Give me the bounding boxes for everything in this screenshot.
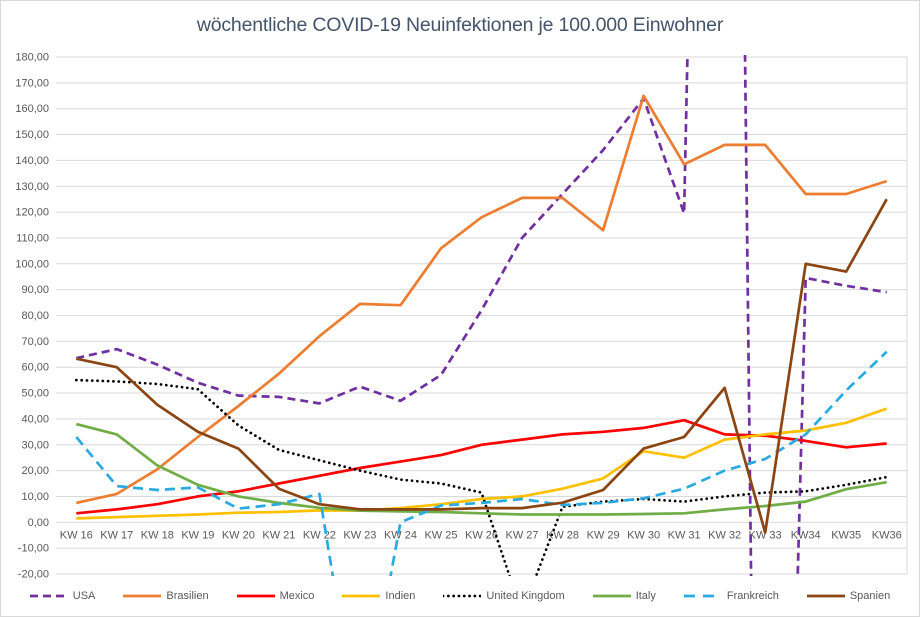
y-tick-label: 70,00 — [21, 336, 49, 348]
series-line-usa — [76, 55, 887, 576]
y-tick-label: -20,00 — [18, 569, 49, 581]
series-line-frankreich — [75, 350, 888, 576]
y-tick-label: 90,00 — [21, 284, 49, 296]
series-line-italy — [75, 422, 887, 516]
x-tick-label: KW 21 — [262, 529, 295, 541]
y-tick-label: 140,00 — [15, 155, 49, 167]
series-lines — [74, 55, 889, 576]
legend-swatch-brasilien — [123, 594, 162, 598]
legend-swatch-spanien — [806, 594, 845, 598]
y-tick-label: 0,00 — [28, 517, 49, 529]
x-tick-label: KW 31 — [668, 529, 701, 541]
y-tick-label: 40,00 — [21, 413, 49, 425]
x-tick-label: KW35 — [831, 529, 861, 541]
legend-label-mexico: Mexico — [279, 590, 315, 602]
legend-swatch-italy — [592, 594, 631, 598]
x-tick-label: KW 22 — [303, 529, 336, 541]
legend-swatch-frankreich — [683, 594, 722, 598]
legend-label-united-kingdom: United Kingdom — [486, 590, 565, 602]
x-tick-label: KW36 — [872, 529, 902, 541]
y-tick-label: 50,00 — [21, 388, 49, 400]
legend-swatch-united-kingdom — [443, 594, 482, 598]
x-tick-label: KW 28 — [546, 529, 579, 541]
x-tick-label: KW 16 — [60, 529, 93, 541]
legend: USA Brasilien Mexico Indien United Kingdom It… — [1, 590, 919, 602]
y-tick-label: 20,00 — [21, 465, 49, 477]
y-tick-label: 170,00 — [15, 77, 49, 89]
legend-item-spanien: Spanien — [806, 590, 891, 602]
x-tick-label: KW 24 — [384, 529, 417, 541]
y-tick-label: 30,00 — [21, 439, 49, 451]
x-tick-label: KW 17 — [100, 529, 133, 541]
y-tick-label: 60,00 — [21, 362, 49, 374]
x-tick-label: KW 33 — [749, 529, 782, 541]
x-tick-label: KW 27 — [506, 529, 539, 541]
y-tick-label: 100,00 — [15, 258, 49, 270]
legend-item-indien: Indien — [342, 590, 415, 602]
y-tick-label: 150,00 — [15, 129, 49, 141]
y-tick-label: 130,00 — [15, 181, 49, 193]
x-tick-label: KW 20 — [222, 529, 255, 541]
x-tick-label: KW 32 — [708, 529, 741, 541]
series-line-indien — [76, 407, 888, 520]
x-tick-label: KW 23 — [343, 529, 376, 541]
x-tick-label: KW 25 — [424, 529, 457, 541]
legend-label-spanien: Spanien — [849, 590, 891, 602]
legend-item-united-kingdom: United Kingdom — [443, 590, 565, 602]
y-tick-label: 80,00 — [21, 310, 49, 322]
legend-label-brasilien: Brasilien — [166, 590, 209, 602]
x-tick-label: KW 19 — [181, 529, 214, 541]
legend-label-italy: Italy — [635, 590, 656, 602]
y-tick-label: -10,00 — [18, 543, 49, 555]
legend-item-frankreich: Frankreich — [683, 590, 779, 602]
y-tick-label: 120,00 — [15, 207, 49, 219]
x-tick-label: KW34 — [791, 529, 821, 541]
y-tick-label: 10,00 — [21, 491, 49, 503]
legend-item-mexico: Mexico — [236, 590, 315, 602]
chart-title: wöchentliche COVID-19 Neuinfektionen je … — [196, 14, 724, 36]
legend-label-indien: Indien — [385, 590, 416, 602]
x-tick-label: KW 26 — [465, 529, 498, 541]
legend-label-usa: USA — [72, 590, 96, 602]
series-line-brasilien — [76, 94, 888, 505]
y-tick-label: 160,00 — [15, 103, 49, 115]
x-tick-label: KW 29 — [587, 529, 620, 541]
legend-swatch-indien — [342, 594, 381, 598]
x-tick-label: KW 18 — [141, 529, 174, 541]
x-tick-label: KW 30 — [627, 529, 660, 541]
legend-item-italy: Italy — [592, 590, 656, 602]
legend-swatch-usa — [29, 594, 68, 598]
legend-item-usa: USA — [29, 590, 96, 602]
legend-label-frankreich: Frankreich — [726, 590, 779, 602]
legend-item-brasilien: Brasilien — [123, 590, 209, 602]
legend-swatch-mexico — [236, 594, 275, 598]
y-tick-label: 110,00 — [16, 232, 49, 244]
y-tick-label: 180,00 — [15, 52, 49, 64]
series-line-spanien — [76, 198, 888, 534]
